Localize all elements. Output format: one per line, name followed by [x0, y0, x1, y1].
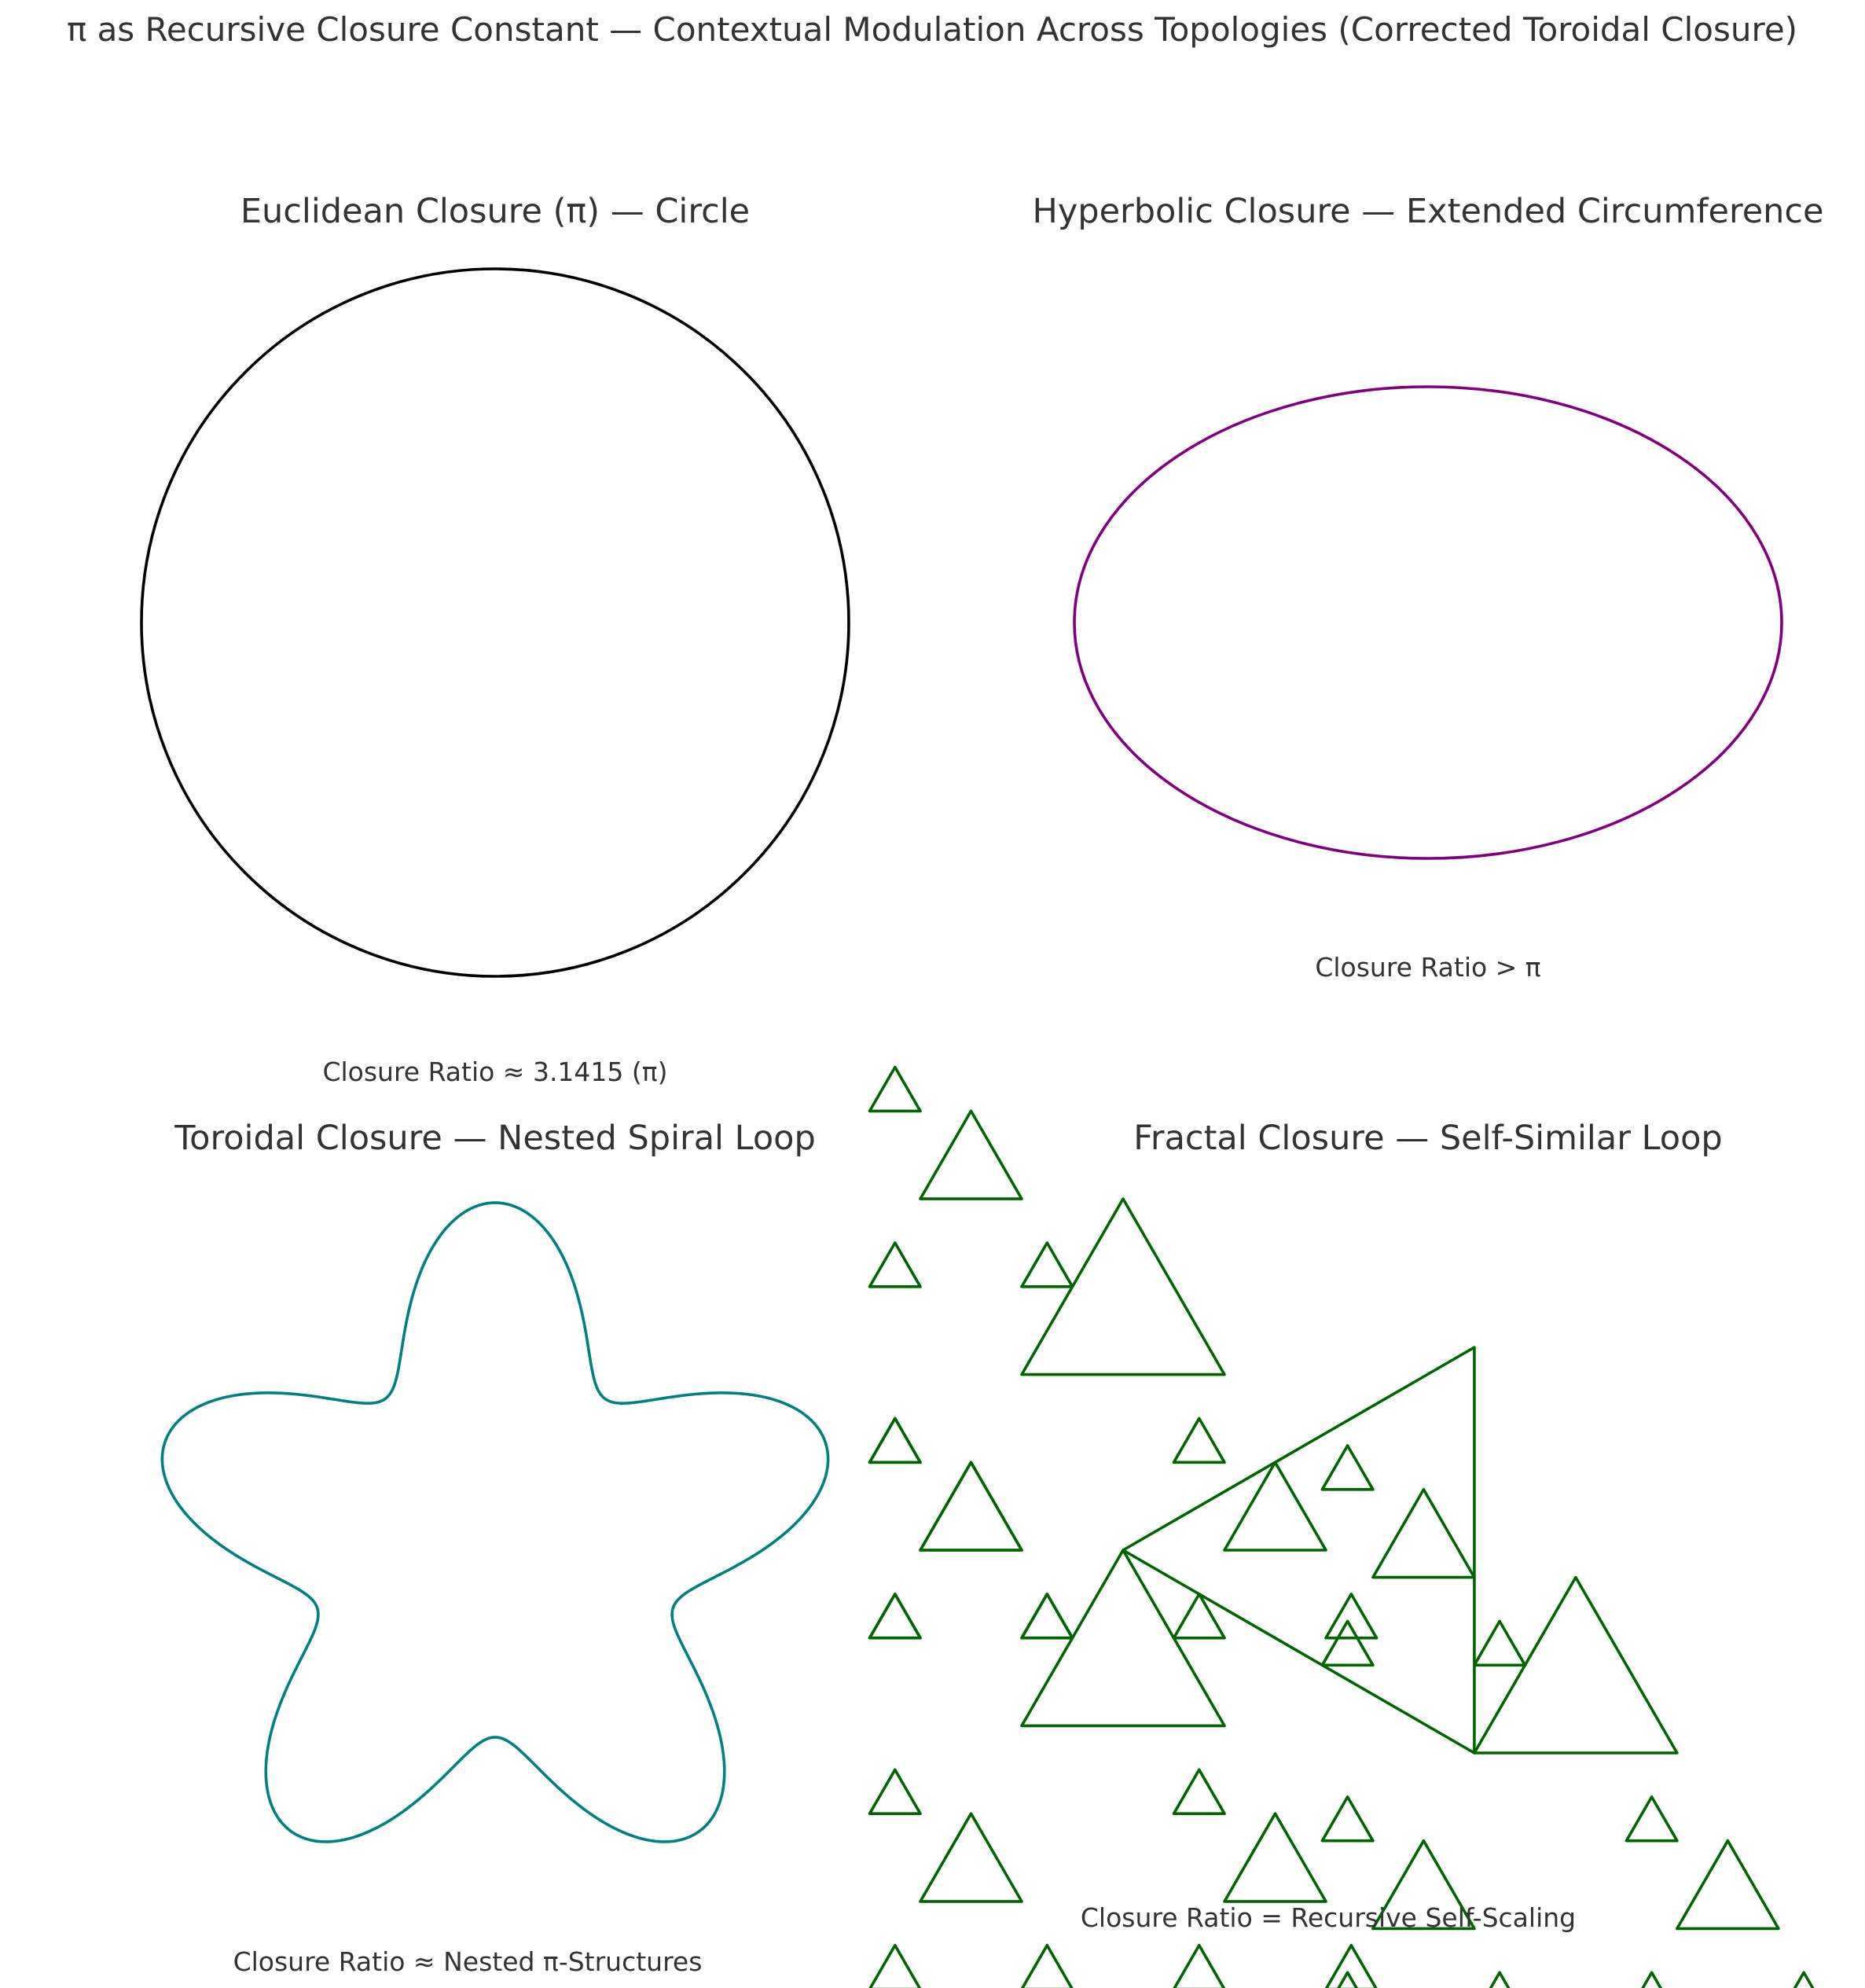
fractal-triangle-32: [1172, 1593, 1226, 1640]
fractal-triangle-7: [1324, 1943, 1378, 1988]
figure-title: π as Recursive Closure Constant — Contex…: [67, 10, 1797, 49]
euclidean-panel: Euclidean Closure (π) — Circle Closure R…: [140, 192, 850, 1087]
fractal-triangle-18: [1676, 1839, 1780, 1931]
fractal-triangle-12: [868, 1417, 922, 1464]
fractal-triangle-31: [1223, 1461, 1327, 1552]
fractal-triangle-20: [1793, 1971, 1815, 1988]
fractal-triangle-30: [868, 1417, 922, 1464]
fractal-triangle-24: [1473, 1619, 1527, 1667]
fractal-triangle-root: [1122, 1346, 1476, 1755]
fractal-triangle-29: [1020, 1593, 1074, 1640]
fractal-triangle-1: [919, 1812, 1023, 1903]
fractal-triangle-19: [1641, 1971, 1663, 1988]
hyperbolic-panel: Hyperbolic Closure — Extended Circumfere…: [1033, 192, 1824, 983]
fractal-triangle-10: [868, 1593, 922, 1640]
toroidal-loop-curve: [160, 1201, 830, 1843]
euclidean-title: Euclidean Closure (π) — Circle: [240, 192, 750, 231]
fractal-triangle-14: [1371, 1839, 1476, 1931]
toroidal-caption: Closure Ratio ≈ Nested π-Structures: [233, 1946, 703, 1977]
fractal-triangle-38: [868, 1065, 922, 1113]
fractal-triangle-3: [1020, 1943, 1074, 1988]
fractal-title: Fractal Closure — Self-Similar Loop: [1133, 1119, 1722, 1158]
fractal-triangle-11: [1020, 1593, 1074, 1640]
fractal-triangle-21: [1625, 1795, 1679, 1843]
fractal-triangle-27: [919, 1461, 1023, 1552]
euclidean-caption: Closure Ratio ≈ 3.1415 (π): [322, 1056, 667, 1087]
toroidal-panel: Toroidal Closure — Nested Spiral Loop Cl…: [160, 1119, 830, 1977]
toroidal-title: Toroidal Closure — Nested Spiral Loop: [174, 1119, 816, 1158]
hyperbolic-ellipse-curve: [1073, 385, 1783, 860]
fractal-triangle-4: [868, 1768, 922, 1815]
fractal-triangle-36: [868, 1241, 922, 1288]
fractal-triangle-8: [1172, 1768, 1226, 1815]
fractal-triangle-5: [1223, 1812, 1327, 1903]
fractal-triangle-37: [1020, 1241, 1074, 1288]
euclidean-circle-curve: [140, 267, 850, 978]
fractal-triangle-33: [1324, 1593, 1379, 1640]
fractal-triangle-34: [1172, 1417, 1226, 1464]
hyperbolic-caption: Closure Ratio > π: [1315, 952, 1540, 983]
fractal-triangle-2: [868, 1943, 922, 1988]
fractal-triangle-loop: [868, 1065, 1815, 1988]
fractal-triangle-25: [1320, 1444, 1375, 1491]
fractal-triangle-28: [868, 1593, 922, 1640]
fractal-triangle-22: [1371, 1488, 1476, 1579]
fractal-triangle-17: [1320, 1795, 1375, 1843]
fractal-panel: Fractal Closure — Self-Similar Loop Clos…: [868, 1065, 1815, 1988]
fractal-triangle-23: [1320, 1619, 1375, 1667]
fractal-triangle-16: [1489, 1971, 1511, 1988]
fractal-triangle-6: [1173, 1943, 1226, 1988]
fractal-triangle-9: [919, 1461, 1023, 1552]
fractal-caption: Closure Ratio = Recursive Self-Scaling: [1081, 1902, 1576, 1933]
hyperbolic-title: Hyperbolic Closure — Extended Circumfere…: [1033, 192, 1824, 231]
fractal-triangle-35: [919, 1109, 1023, 1200]
